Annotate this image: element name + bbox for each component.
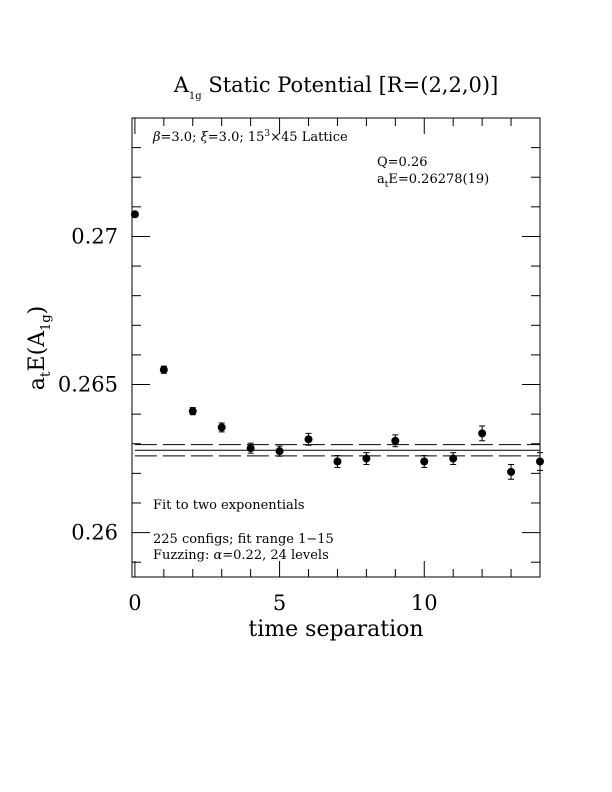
data-point [217,423,226,432]
axis-ticks [132,117,541,577]
data-point [420,457,429,466]
plot-frame [131,117,541,578]
y-tick-label: 0.27 [71,224,118,248]
x-tick-label: 10 [411,591,438,615]
data-point [275,447,284,456]
data-point [130,210,139,219]
data-point [507,467,516,476]
data-point [159,365,168,374]
lattice-annotation: β=3.0; ξ=3.0; 153×45 Lattice [152,129,348,145]
x-axis-label: time separation [248,617,423,642]
x-tick-label: 5 [273,591,286,615]
y-tick-label: 0.26 [71,521,118,545]
data-point [391,436,400,445]
chart-title: A1g Static Potential [R=(2,2,0)] [173,73,499,102]
data-point [188,407,197,416]
data-point [304,435,313,444]
x-tick-label: 0 [128,591,141,615]
y-axis-label: atE(A1g) [25,306,54,390]
data-point [246,444,255,453]
data-point [536,457,544,466]
tick-labels: 0 5 10 0.26 0.265 0.27 [58,224,438,615]
fit-energy-annotation: atE=0.26278(19) [377,172,489,190]
data-point [449,454,458,463]
fit-method-annotation: Fit to two exponentials [153,498,305,513]
data-points [130,210,544,480]
data-point [333,457,342,466]
configs-annotation: 225 configs; fit range 1−15 [153,532,334,547]
data-point [478,429,487,438]
y-tick-label: 0.265 [58,373,118,397]
data-point [362,454,371,463]
fuzzing-annotation: Fuzzing: α=0.22, 24 levels [153,548,329,563]
fit-band [134,444,540,457]
q-annotation: Q=0.26 [377,155,428,170]
